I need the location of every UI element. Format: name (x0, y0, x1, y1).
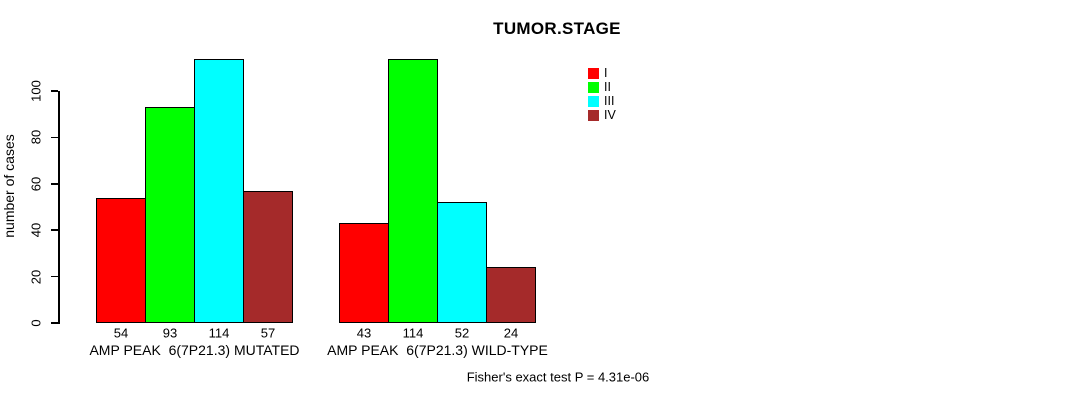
bar-IV-group2 (486, 267, 536, 323)
chart-title: TUMOR.STAGE (493, 19, 621, 38)
y-axis-tick (51, 183, 58, 185)
bar-value-label: 57 (260, 325, 276, 341)
y-axis-tick-label: 60 (28, 176, 44, 192)
bar-value-label: 52 (454, 325, 470, 341)
bar-IV-group1 (243, 191, 293, 323)
x-category-label: AMP PEAK 6(7P21.3) WILD-TYPE (327, 342, 548, 358)
bar-value-label: 93 (162, 325, 178, 341)
y-axis-tick (51, 90, 58, 92)
y-axis-tick-label: 100 (28, 80, 44, 102)
bar-III-group2 (437, 202, 487, 323)
x-category-label: AMP PEAK 6(7P21.3) MUTATED (89, 342, 300, 358)
y-axis-tick-label: 40 (28, 222, 44, 238)
y-axis-tick-label: 80 (28, 130, 44, 145)
bar-value-label: 54 (113, 325, 129, 341)
bar-I-group1 (96, 198, 146, 323)
y-axis-tick (51, 136, 58, 139)
bar-value-label: 24 (503, 325, 519, 341)
bar-value-label: 114 (402, 325, 424, 341)
bar-value-label: 43 (356, 325, 372, 341)
bar-II-group2 (388, 59, 438, 323)
y-axis-tick-label: 0 (28, 319, 44, 327)
bar-I-group2 (339, 223, 389, 323)
y-axis-tick (51, 229, 58, 231)
y-axis-tick (51, 275, 58, 278)
fisher-test-annotation: Fisher's exact test P = 4.31e-06 (466, 369, 650, 385)
bar-value-label: 114 (208, 325, 230, 341)
y-axis-line (58, 91, 60, 324)
y-axis-tick (51, 322, 58, 324)
y-axis-tick-label: 20 (28, 269, 44, 284)
bar-III-group1 (194, 59, 244, 323)
bar-II-group1 (145, 107, 195, 323)
